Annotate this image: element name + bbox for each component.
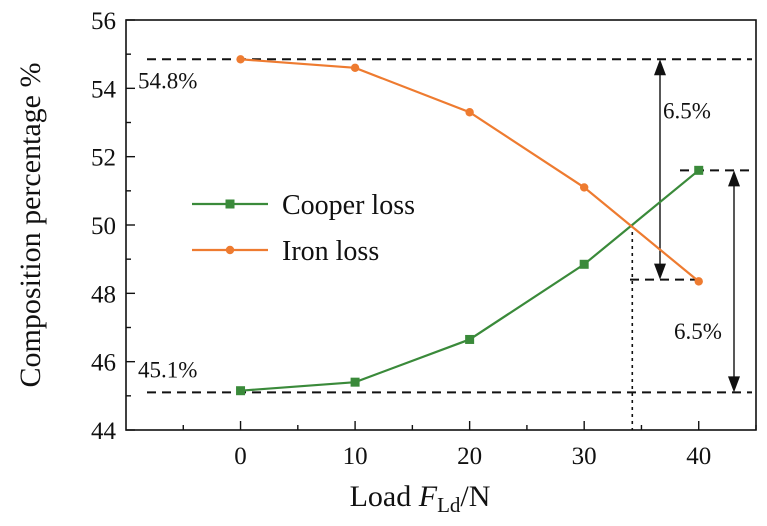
x-tick-label: 0 — [234, 443, 247, 470]
iron-change-arrow-head-bottom — [654, 263, 666, 280]
x-axis-title: Load FLd/N — [350, 480, 491, 517]
x-tick-label: 10 — [343, 443, 368, 470]
legend-label-iron-loss: Iron loss — [282, 236, 379, 267]
plot-frame — [125, 19, 757, 431]
data-point-cooper-loss — [694, 165, 704, 175]
iron-start-label: 54.8% — [138, 68, 197, 93]
data-point-iron-loss — [350, 63, 360, 73]
y-tick-label: 44 — [91, 418, 117, 445]
x-axis-title-subscript: Ld — [437, 493, 461, 517]
data-point-cooper-loss — [350, 377, 360, 387]
data-point-cooper-loss — [465, 334, 475, 344]
legend-marker-cooper-loss — [225, 199, 235, 209]
copper-change-label: 6.5% — [674, 319, 722, 344]
legend: Cooper loss Iron loss — [192, 190, 415, 267]
legend-label-cooper-loss: Cooper loss — [282, 190, 415, 221]
legend-marker-iron-loss — [225, 245, 235, 255]
data-point-iron-loss — [465, 108, 474, 117]
y-tick-label: 56 — [91, 8, 116, 35]
x-tick-label: 40 — [686, 443, 711, 470]
axes — [125, 19, 757, 431]
data-point-iron-loss — [236, 55, 245, 64]
annotation-group — [654, 59, 740, 393]
copper-change-arrow-head-bottom — [728, 376, 740, 393]
tick-group: 44 46 48 50 52 54 56 0 10 20 30 40 — [91, 8, 757, 470]
data-point-iron-loss — [694, 277, 703, 286]
data-point-iron-loss — [579, 183, 589, 192]
iron-change-arrow-head-top — [654, 59, 666, 76]
series-layer — [236, 55, 704, 396]
y-tick-label: 48 — [91, 281, 116, 308]
data-point-cooper-loss — [236, 386, 246, 396]
y-tick-label: 46 — [91, 350, 116, 377]
x-tick-label: 30 — [572, 443, 597, 470]
data-point-cooper-loss — [579, 259, 589, 269]
x-axis-title-suffix: /N — [460, 480, 490, 513]
y-axis-title: Composition percentage % — [14, 63, 47, 388]
x-axis-title-variable: F — [418, 480, 438, 513]
iron-change-label: 6.5% — [663, 98, 711, 123]
y-tick-label: 52 — [91, 145, 116, 172]
x-tick-label: 20 — [457, 443, 482, 470]
y-tick-label: 50 — [91, 213, 116, 240]
x-axis-title-prefix: Load — [350, 480, 419, 513]
copper-start-label: 45.1% — [138, 357, 197, 382]
reference-lines — [147, 58, 752, 430]
y-tick-label: 54 — [91, 76, 117, 103]
copper-change-arrow-head-top — [728, 170, 740, 187]
